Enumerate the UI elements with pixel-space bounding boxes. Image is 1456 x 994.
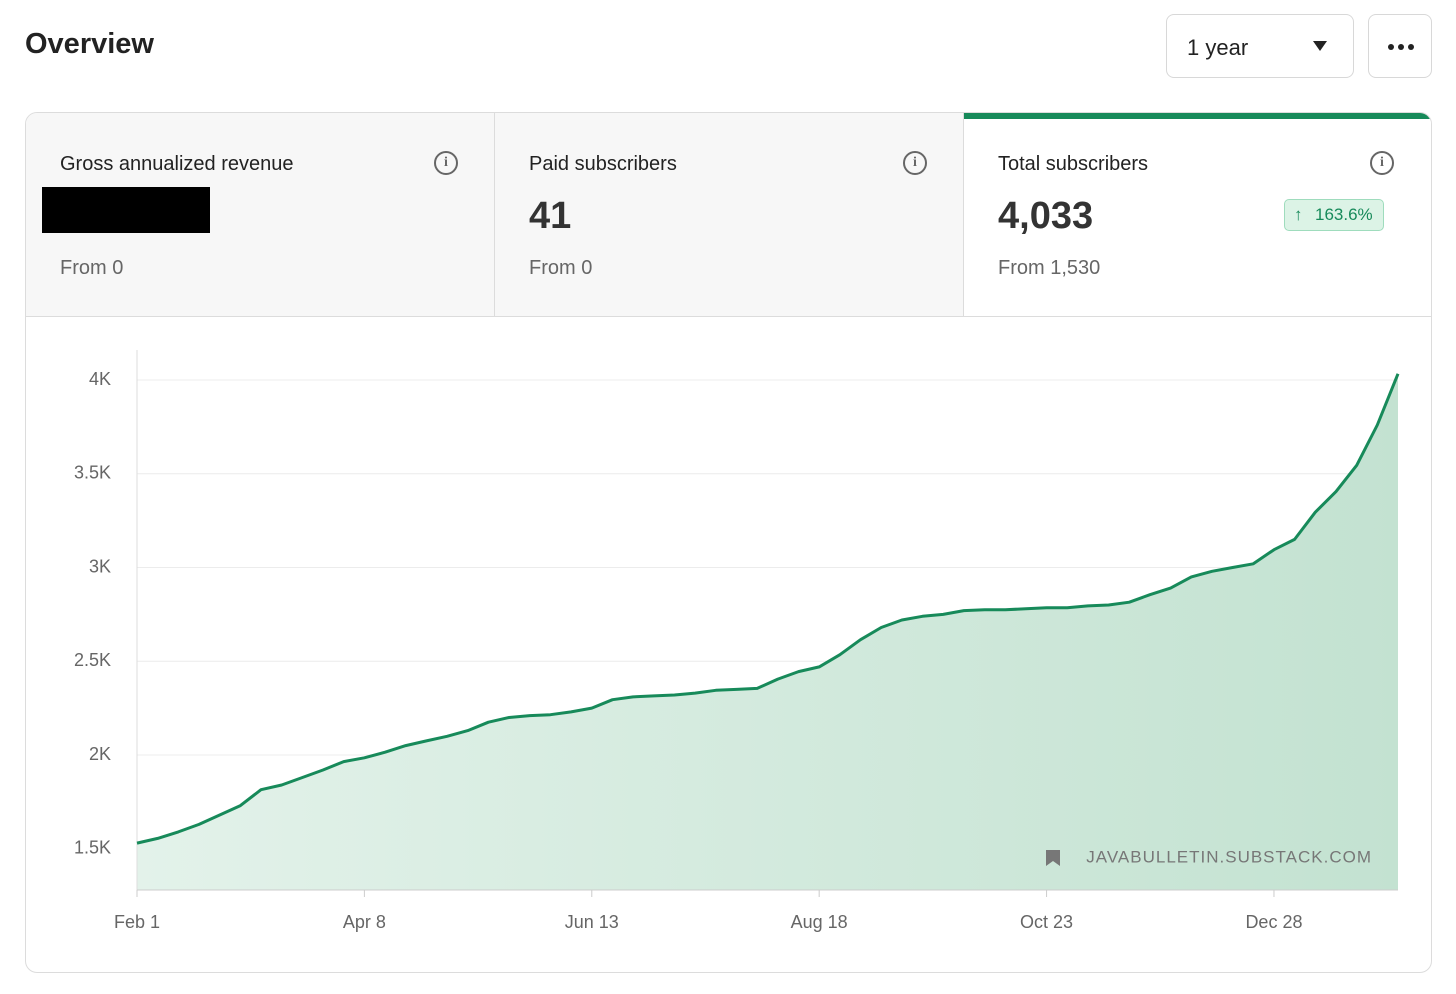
card-value: 4,033: [998, 195, 1094, 237]
watermark: JAVABULLETIN.SUBSTACK.COM: [1086, 847, 1372, 866]
y-tick-label: 4K: [89, 369, 111, 389]
info-icon[interactable]: i: [434, 151, 458, 175]
period-label: 1 year: [1187, 35, 1249, 60]
more-icon: [1388, 44, 1394, 50]
more-button[interactable]: [1368, 14, 1432, 78]
info-icon[interactable]: i: [1370, 151, 1394, 175]
redaction: [42, 187, 210, 233]
overview-panel: Gross annualized revenue i From 0 Paid s…: [25, 112, 1432, 973]
x-tick-label: Oct 23: [1020, 912, 1073, 932]
y-tick-label: 3K: [89, 556, 111, 576]
metric-card[interactable]: Paid subscribers i 41 From 0: [495, 113, 964, 317]
up-arrow: ↑: [1294, 205, 1303, 224]
card-from: From 0: [60, 257, 124, 279]
x-tick-label: Dec 28: [1245, 912, 1302, 932]
change-value: 163.6%: [1315, 205, 1373, 224]
card-title: Paid subscribers: [529, 153, 677, 175]
page-title: Overview: [25, 28, 154, 60]
y-tick-label: 1.5K: [74, 838, 111, 858]
dropdown-arrow: [1313, 41, 1327, 51]
y-tick-label: 2K: [89, 744, 111, 764]
x-tick-label: Feb 1: [114, 912, 160, 932]
y-tick-label: 2.5K: [74, 650, 111, 670]
card-value: 41: [529, 195, 572, 237]
y-tick-label: 3.5K: [74, 463, 111, 483]
watermark-icon: [1046, 850, 1060, 866]
period-dropdown[interactable]: 1 year: [1166, 14, 1354, 78]
card-from: From 1,530: [998, 257, 1101, 279]
metric-card[interactable]: Gross annualized revenue i From 0: [26, 113, 495, 317]
area: [137, 373, 1398, 890]
x-tick-label: Aug 18: [791, 912, 848, 932]
card-title: Total subscribers: [998, 153, 1149, 175]
card-from: From 0: [529, 257, 593, 279]
info-icon[interactable]: i: [903, 151, 927, 175]
change-badge: ↑ 163.6%: [1284, 199, 1384, 231]
metric-card[interactable]: Total subscribers i 4,033 ↑ 163.6% From …: [964, 113, 1431, 317]
x-tick-label: Apr 8: [343, 912, 386, 932]
x-tick-label: Jun 13: [565, 912, 619, 932]
card-title: Gross annualized revenue: [60, 153, 294, 175]
line: [136, 373, 1400, 845]
